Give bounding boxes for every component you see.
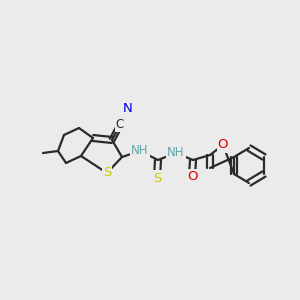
Text: S: S	[103, 167, 111, 179]
Text: S: S	[153, 172, 161, 184]
Text: NH: NH	[131, 145, 149, 158]
Text: N: N	[123, 101, 133, 115]
Text: O: O	[218, 139, 228, 152]
Text: NH: NH	[167, 146, 185, 160]
Text: C: C	[116, 118, 124, 131]
Text: O: O	[187, 170, 197, 184]
